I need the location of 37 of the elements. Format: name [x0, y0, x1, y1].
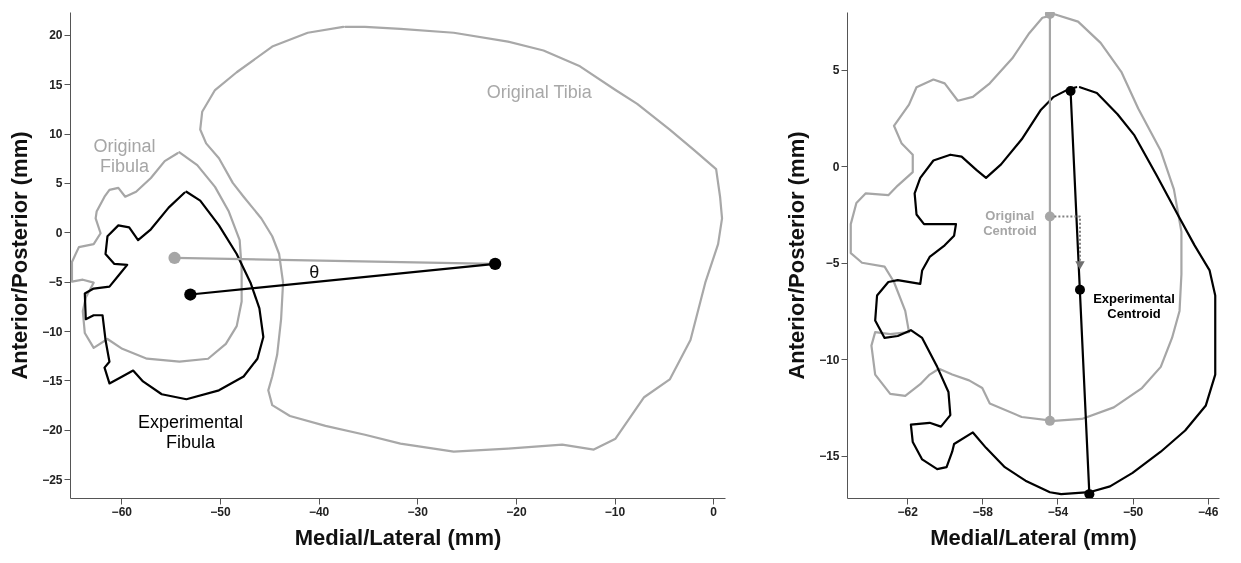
y-tick-label: 20 [49, 28, 63, 43]
y-tick-label: −10 [42, 324, 63, 339]
y-tick-label: 15 [49, 77, 63, 92]
series-label: Original Tibia [486, 81, 593, 102]
series-label: Experimental Fibula [137, 412, 243, 453]
y-axis-title: Anterior/Posterior (mm) [7, 131, 33, 380]
x-tick-label: −60 [111, 504, 133, 519]
y-tick-label: −5 [825, 256, 840, 271]
y-tick-label: 5 [55, 176, 63, 191]
y-tick-label: 0 [55, 225, 63, 240]
x-tick-label: −58 [972, 504, 994, 519]
x-tick-label: 0 [710, 504, 718, 519]
x-tick-label: −46 [1198, 504, 1219, 519]
x-axis-title: Medial/Lateral (mm) [930, 524, 1137, 550]
series-label: Experimental Centroid [1093, 290, 1175, 321]
y-tick-label: −25 [42, 472, 63, 487]
y-axis-title: Anterior/Posterior (mm) [784, 131, 810, 380]
annotation: θ [309, 261, 320, 282]
x-tick-label: −30 [407, 504, 429, 519]
y-tick-label: 10 [49, 127, 63, 141]
y-tick-label: −20 [42, 423, 63, 438]
y-tick-label: −5 [48, 275, 63, 290]
x-tick-label: −40 [308, 504, 330, 519]
y-tick-label: −10 [819, 352, 840, 367]
series-label: Original Fibula [93, 136, 156, 177]
x-tick-label: −54 [1047, 504, 1069, 519]
y-tick-label: −15 [42, 373, 63, 388]
y-tick-label: 5 [832, 63, 840, 78]
x-axis-title: Medial/Lateral (mm) [294, 524, 502, 550]
x-tick-label: −10 [604, 504, 626, 519]
x-tick-label: −50 [1122, 504, 1144, 519]
y-tick-label: −15 [819, 449, 840, 464]
y-tick-label: 0 [832, 159, 840, 174]
x-tick-label: −20 [506, 504, 527, 519]
series-label: Original Centroid [983, 208, 1037, 239]
x-tick-label: −62 [897, 504, 919, 519]
x-tick-label: −50 [210, 504, 231, 519]
